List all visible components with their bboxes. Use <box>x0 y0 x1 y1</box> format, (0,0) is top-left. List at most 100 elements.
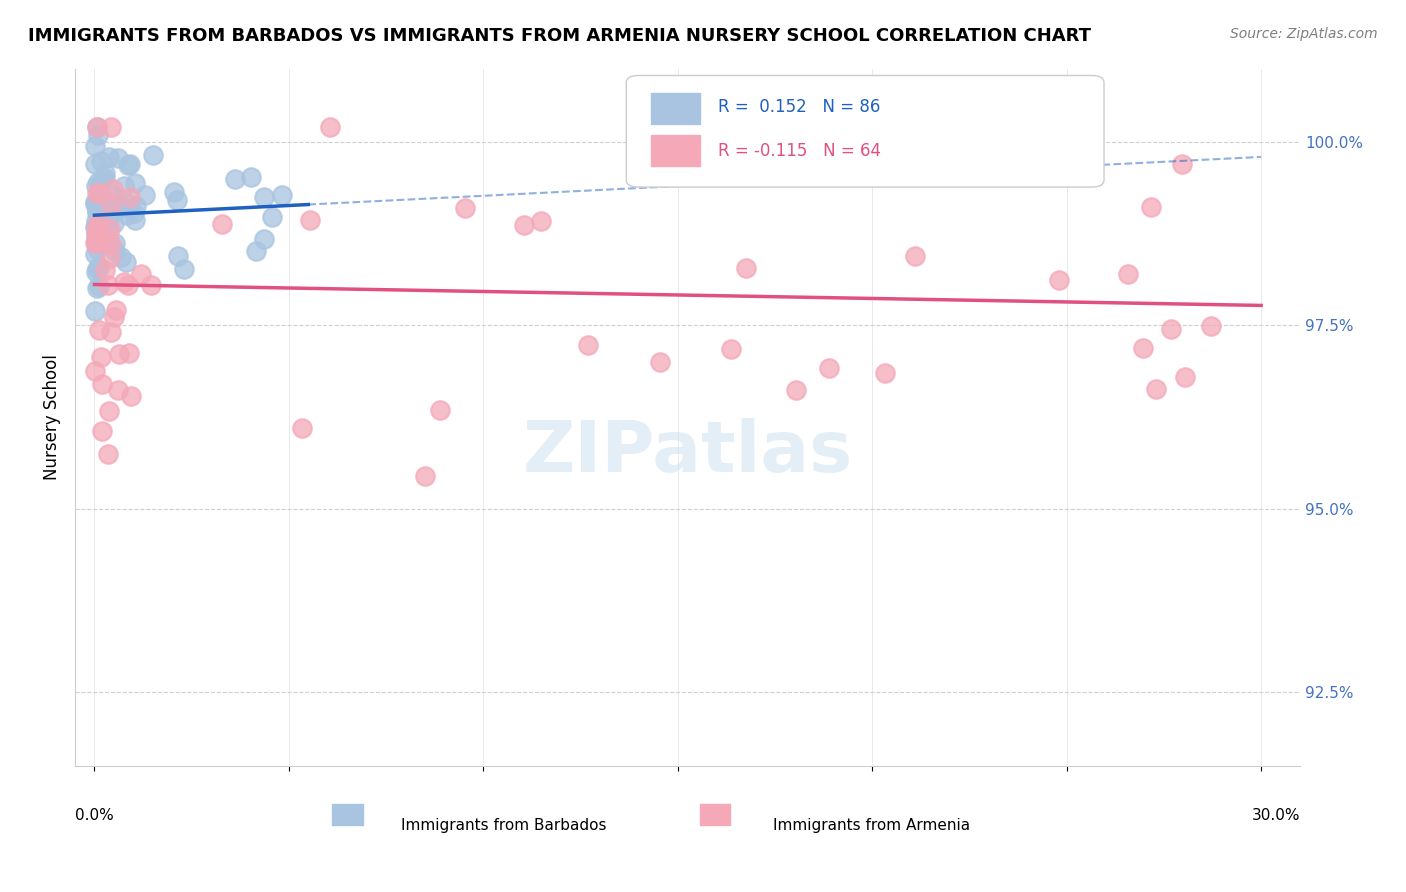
Point <box>84 247 107 261</box>
Point <box>104 204 127 219</box>
Point <box>299 212 322 227</box>
Point <box>125 199 148 213</box>
Point <box>86 281 108 295</box>
Point <box>94 237 117 252</box>
Point <box>785 383 807 397</box>
Point <box>100 251 122 265</box>
Point <box>124 176 146 190</box>
Point <box>84 224 107 238</box>
Point <box>89 228 111 243</box>
Point <box>83 236 105 251</box>
Point <box>96 211 118 225</box>
Point <box>91 209 114 223</box>
Point <box>97 278 120 293</box>
Point <box>86 232 108 246</box>
Point <box>139 277 162 292</box>
Point <box>87 260 110 274</box>
Point <box>91 376 114 391</box>
Point <box>101 182 124 196</box>
Point <box>108 347 131 361</box>
Point <box>94 263 117 277</box>
Point <box>513 218 536 232</box>
Point <box>86 204 108 219</box>
Point <box>107 383 129 397</box>
Point <box>84 214 107 228</box>
Text: ZIPatlas: ZIPatlas <box>523 417 852 486</box>
Point <box>89 323 111 337</box>
Point <box>87 224 110 238</box>
Bar <box>700 805 730 825</box>
Point <box>100 325 122 339</box>
Point <box>110 250 132 264</box>
Text: R =  0.152   N = 86: R = 0.152 N = 86 <box>718 98 880 116</box>
Point <box>270 188 292 202</box>
Point <box>89 186 111 201</box>
Point <box>224 171 246 186</box>
Point <box>100 120 122 135</box>
Point <box>818 360 841 375</box>
Point <box>167 249 190 263</box>
Point <box>101 196 124 211</box>
Point <box>86 120 108 135</box>
Point <box>90 350 112 364</box>
Point <box>87 216 110 230</box>
Point <box>83 304 105 318</box>
Point <box>134 188 156 202</box>
Text: 0.0%: 0.0% <box>75 808 114 822</box>
Point <box>86 204 108 219</box>
Point <box>413 469 436 483</box>
Point <box>98 222 121 236</box>
Point <box>122 206 145 220</box>
Point <box>86 186 108 201</box>
Point <box>90 153 112 168</box>
Point <box>124 213 146 227</box>
Bar <box>651 135 700 166</box>
Point <box>84 220 107 235</box>
Point <box>87 215 110 229</box>
FancyBboxPatch shape <box>626 76 1104 187</box>
Point <box>104 303 127 318</box>
Point <box>97 403 120 417</box>
Point <box>240 169 263 184</box>
Point <box>94 209 117 223</box>
Point <box>100 198 122 212</box>
Point <box>1171 157 1194 171</box>
Point <box>94 166 117 180</box>
Point <box>1160 322 1182 336</box>
Point <box>1116 267 1139 281</box>
Point <box>117 277 139 292</box>
Point <box>115 255 138 269</box>
Point <box>530 213 553 227</box>
Point <box>1174 370 1197 384</box>
Bar <box>332 805 363 825</box>
Point <box>904 249 927 263</box>
Point <box>118 345 141 359</box>
Point <box>98 210 121 224</box>
Point <box>84 236 107 251</box>
Point <box>89 196 111 211</box>
Point <box>90 227 112 242</box>
Point <box>87 227 110 241</box>
Point <box>86 261 108 276</box>
Point <box>87 128 110 142</box>
Point <box>89 178 111 193</box>
Point <box>111 200 134 214</box>
Point <box>1144 382 1167 396</box>
Point <box>103 216 125 230</box>
Point <box>101 188 124 202</box>
Point <box>86 219 108 234</box>
Point <box>97 220 120 235</box>
Point <box>129 267 152 281</box>
Point <box>87 174 110 188</box>
Point <box>141 148 163 162</box>
Point <box>107 151 129 165</box>
Point <box>429 402 451 417</box>
Point <box>83 139 105 153</box>
Point <box>87 199 110 213</box>
Point <box>94 234 117 248</box>
Point <box>93 205 115 219</box>
Point <box>1047 273 1070 287</box>
Point <box>1132 341 1154 355</box>
Point <box>118 156 141 170</box>
Point <box>648 355 671 369</box>
